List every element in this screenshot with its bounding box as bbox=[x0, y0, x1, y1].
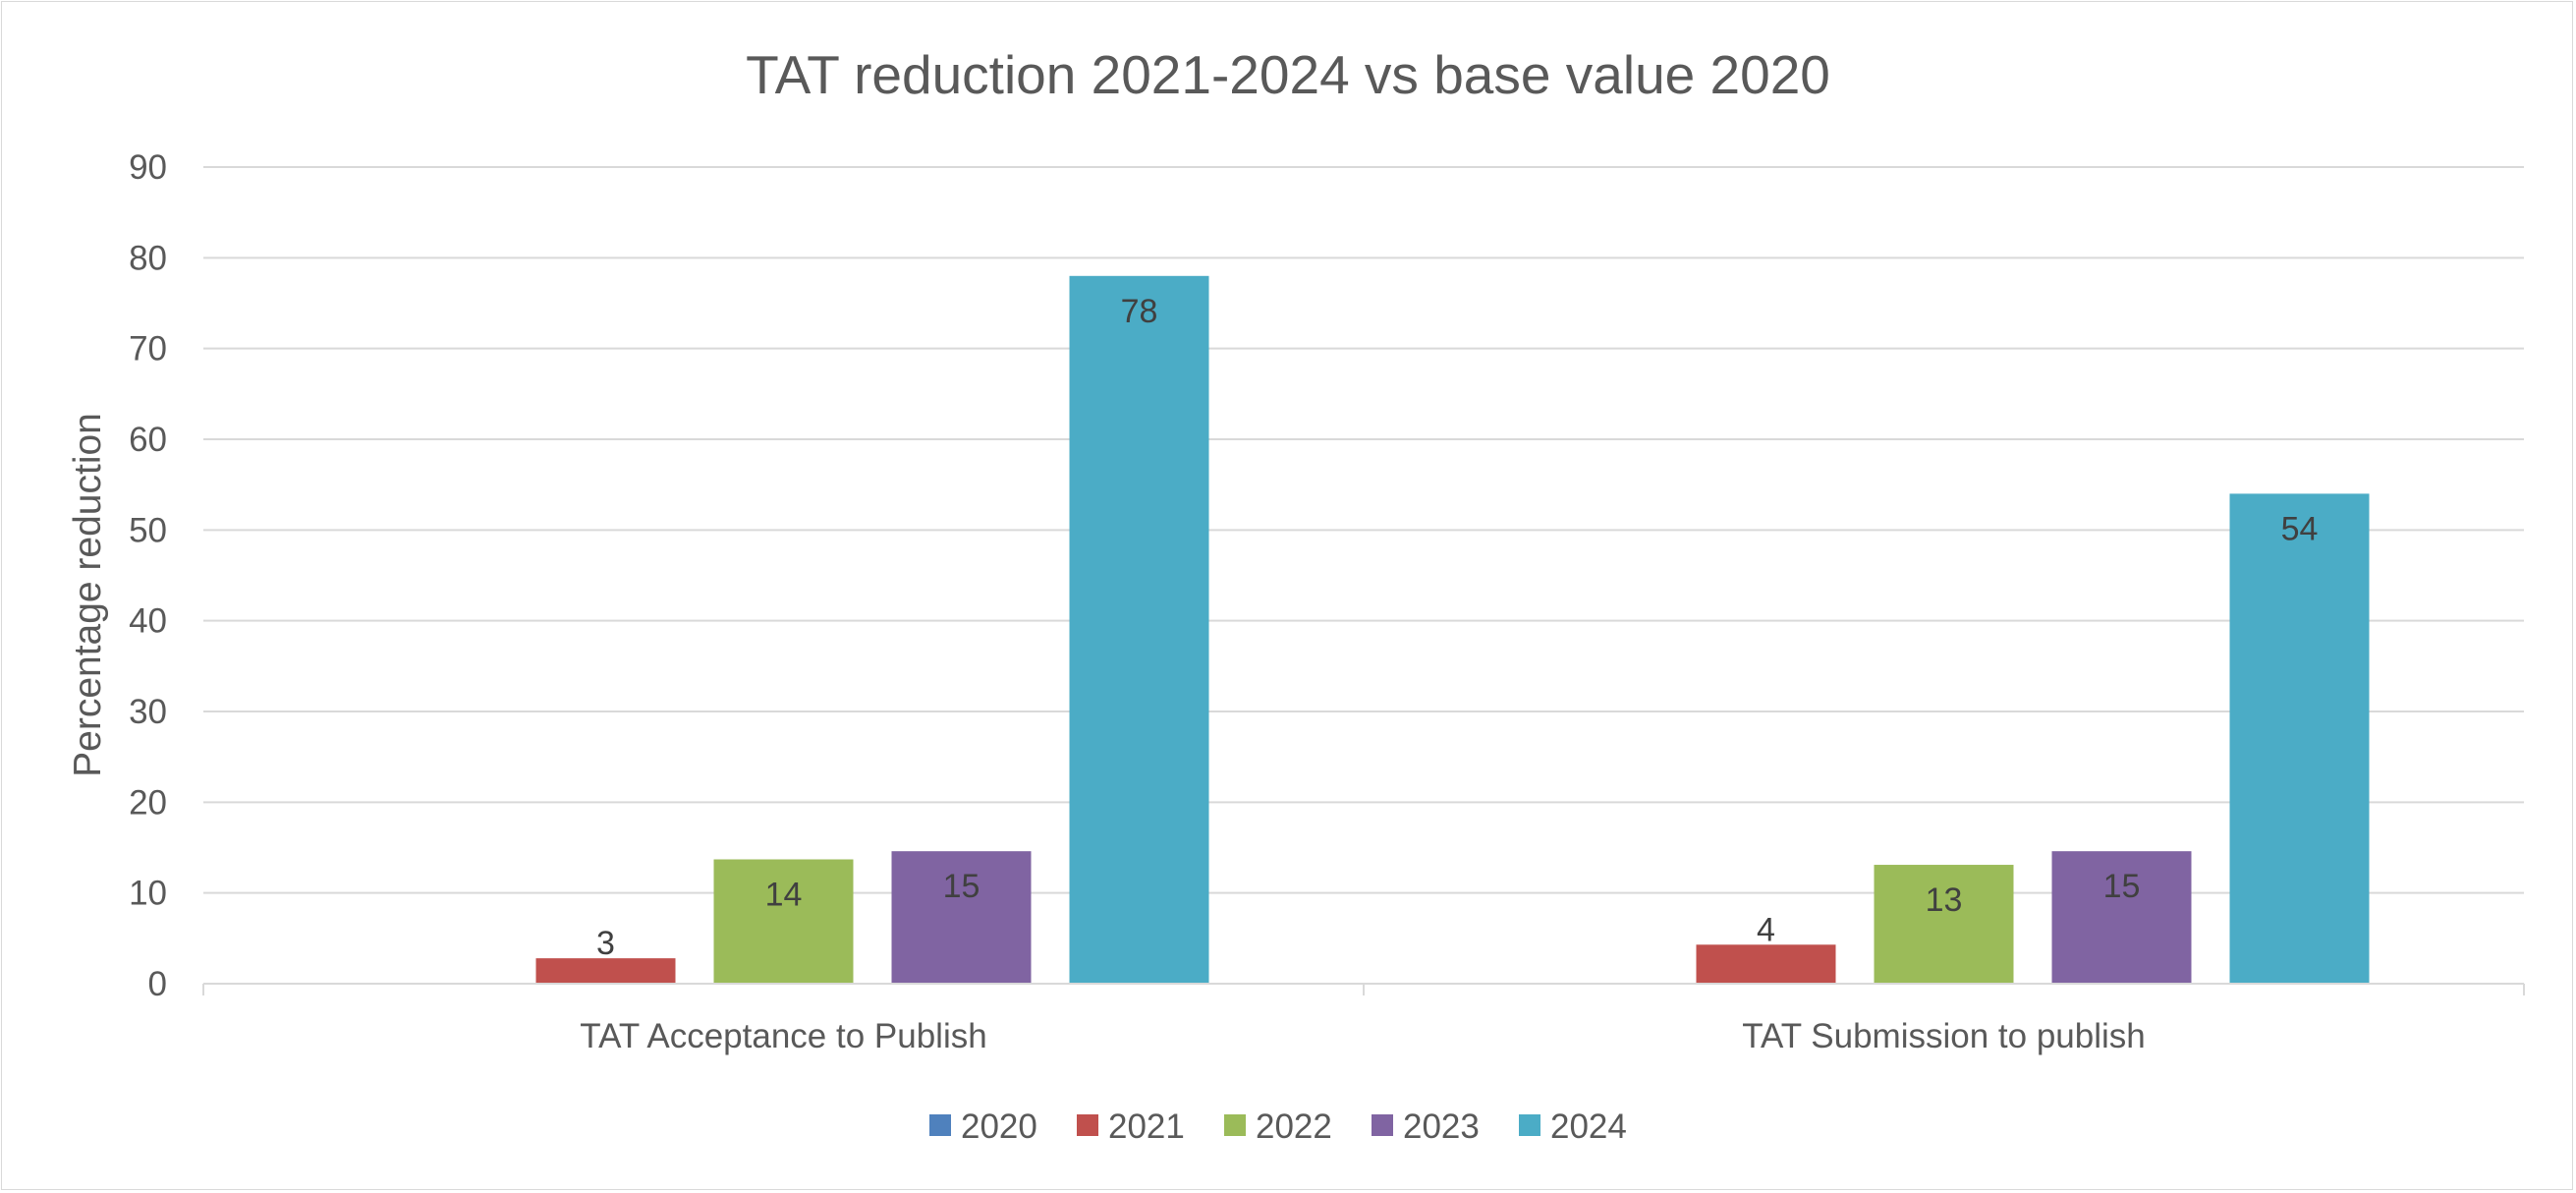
y-tick-label: 30 bbox=[129, 693, 167, 731]
bar-2021 bbox=[535, 958, 676, 984]
bars: 3 14 15 78 4 13 15 54 bbox=[535, 275, 2370, 984]
data-label: 78 bbox=[1121, 293, 1158, 330]
data-label: 54 bbox=[2281, 510, 2319, 547]
y-tick-label: 10 bbox=[129, 875, 167, 913]
legend: 2020 2021 2022 2023 2024 bbox=[929, 1108, 1627, 1146]
y-tick-label: 20 bbox=[129, 783, 167, 822]
data-label: 13 bbox=[1926, 881, 1963, 919]
bar-2024 bbox=[2229, 493, 2370, 984]
legend-label-2022: 2022 bbox=[1256, 1108, 1332, 1146]
gridlines bbox=[203, 166, 2524, 894]
bar-2022 bbox=[713, 859, 854, 984]
y-tick-label: 80 bbox=[129, 239, 167, 277]
bar-2023 bbox=[2051, 851, 2192, 984]
x-tick-label: TAT Submission to publish bbox=[1742, 1017, 2145, 1055]
bar-2023 bbox=[891, 851, 1032, 984]
chart-title: TAT reduction 2021-2024 vs base value 20… bbox=[746, 44, 1830, 105]
data-label: 3 bbox=[596, 925, 615, 962]
legend-swatch-2020 bbox=[929, 1114, 951, 1136]
y-tick-label: 0 bbox=[148, 965, 167, 1003]
legend-swatch-2022 bbox=[1224, 1114, 1246, 1136]
bar-2021 bbox=[1696, 944, 1836, 984]
legend-swatch-2021 bbox=[1077, 1114, 1098, 1136]
data-label: 15 bbox=[2103, 868, 2141, 905]
legend-swatch-2023 bbox=[1372, 1114, 1393, 1136]
bar-2024 bbox=[1069, 275, 1209, 984]
legend-label-2020: 2020 bbox=[961, 1108, 1037, 1146]
x-tick-label: TAT Acceptance to Publish bbox=[580, 1017, 986, 1055]
y-axis-ticks: 0 10 20 30 40 50 60 70 80 90 bbox=[129, 148, 167, 1003]
y-tick-label: 90 bbox=[129, 148, 167, 187]
y-tick-label: 70 bbox=[129, 330, 167, 369]
data-label: 15 bbox=[943, 868, 980, 905]
legend-label-2023: 2023 bbox=[1403, 1108, 1480, 1146]
bar-2022 bbox=[1874, 865, 2014, 984]
y-tick-label: 40 bbox=[129, 602, 167, 641]
legend-label-2024: 2024 bbox=[1550, 1108, 1627, 1146]
data-label: 14 bbox=[765, 877, 803, 914]
x-axis: TAT Acceptance to Publish TAT Submission … bbox=[202, 983, 2525, 1055]
y-tick-label: 50 bbox=[129, 511, 167, 549]
legend-label-2021: 2021 bbox=[1108, 1108, 1185, 1146]
y-axis-title: Percentage reduction bbox=[67, 413, 109, 777]
data-label: 4 bbox=[1757, 911, 1775, 948]
legend-swatch-2024 bbox=[1519, 1114, 1540, 1136]
y-tick-label: 60 bbox=[129, 421, 167, 459]
